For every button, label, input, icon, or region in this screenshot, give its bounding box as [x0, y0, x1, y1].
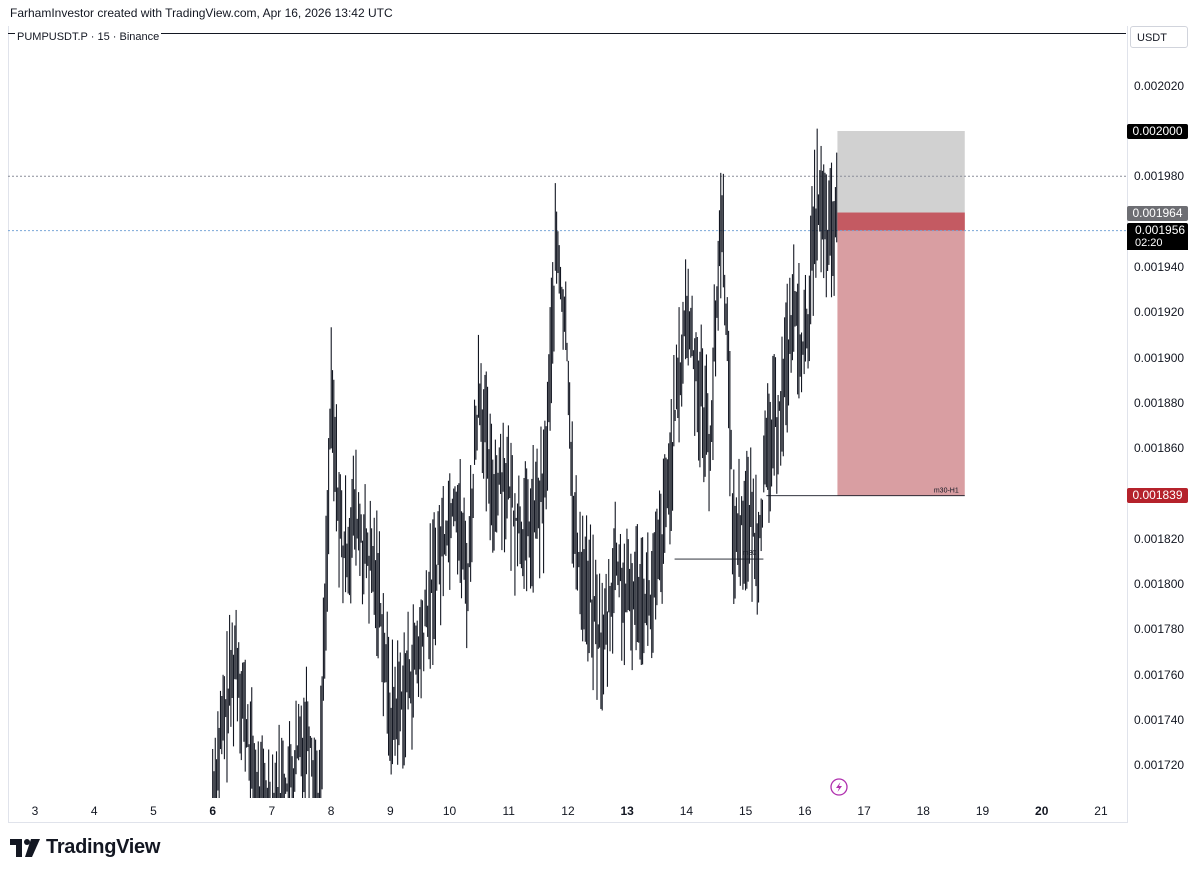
price-tick-label: 0.001920 — [1134, 305, 1185, 320]
time-tick-label: 9 — [386, 804, 394, 818]
time-tick-label: 8 — [327, 804, 335, 818]
time-tick-label: 10 — [442, 804, 457, 818]
last-price-label: 0.001956 — [1127, 223, 1188, 238]
time-tick-label: 11 — [502, 804, 515, 818]
time-tick-label: 13 — [620, 804, 634, 818]
target-price-label: 0.002000 — [1127, 124, 1188, 139]
time-tick-label: 15 — [738, 804, 753, 818]
price-tick-label: 0.001760 — [1134, 667, 1185, 682]
time-tick-label: 6 — [209, 804, 216, 818]
lightning-icon-bolt — [836, 782, 842, 792]
price-tick-label: 0.001980 — [1134, 169, 1185, 184]
entry-price-label: 0.001964 — [1127, 206, 1188, 221]
time-tick-label: 16 — [798, 804, 812, 818]
stop-price-label: 0.001839 — [1127, 488, 1188, 503]
time-tick-label: 21 — [1094, 804, 1108, 818]
price-tick-label: 0.001720 — [1134, 758, 1185, 773]
tradingview-logo-icon — [10, 838, 40, 857]
time-tick-label: 4 — [90, 804, 98, 818]
tradingview-wordmark: TradingView — [46, 836, 161, 858]
time-tick-label: 20 — [1035, 804, 1049, 818]
time-tick-label: 19 — [975, 804, 990, 818]
price-tick-label: 0.001880 — [1134, 395, 1185, 410]
time-tick-label: 17 — [857, 804, 871, 818]
time-tick-label: 7 — [268, 804, 276, 818]
tradingview-logo[interactable]: TradingView — [10, 836, 160, 859]
chart-frame[interactable] — [8, 26, 1128, 823]
price-tick-label: 0.001740 — [1134, 712, 1185, 727]
time-tick-label: 18 — [916, 804, 930, 818]
time-tick-label: 14 — [679, 804, 694, 818]
price-tick-label: 0.001780 — [1134, 622, 1185, 637]
price-tick-label: 0.001820 — [1134, 531, 1185, 546]
stop-zone — [837, 212, 965, 496]
price-tick-label: 0.001900 — [1134, 350, 1185, 365]
target-zone — [837, 131, 965, 213]
price-tick-label: 0.002020 — [1134, 78, 1185, 93]
price-tick-label: 0.001940 — [1134, 259, 1185, 274]
time-tick-label: 5 — [150, 804, 157, 818]
chart-attribution: FarhamInvestor created with TradingView.… — [10, 6, 393, 20]
m30-h1-label: m30-H1 — [934, 488, 959, 495]
time-tick-label: 12 — [561, 804, 575, 818]
time-tick-label: 3 — [31, 804, 39, 818]
price-tick-label: 0.001860 — [1134, 441, 1185, 456]
top-border — [8, 33, 1126, 34]
currency-selector[interactable]: USDT — [1130, 26, 1188, 48]
price-tick-label: 0.001800 — [1134, 577, 1185, 591]
symbol-label[interactable]: PUMPUSDT.P · 15 · Binance — [15, 31, 162, 43]
bar-countdown: 02:20 — [1127, 236, 1188, 250]
entry-band — [837, 212, 965, 231]
